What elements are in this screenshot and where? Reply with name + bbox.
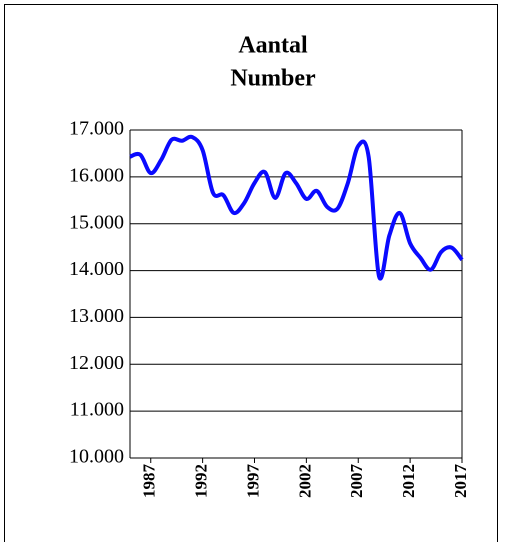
y-tick-label: 17.000 — [69, 118, 124, 140]
chart-title: Aantal — [238, 33, 308, 59]
x-tick-label: 1997 — [243, 464, 262, 499]
x-tick-label: 1992 — [192, 464, 211, 498]
chart-title: Number — [230, 66, 316, 92]
y-tick-label: 14.000 — [69, 258, 124, 280]
chart-frame — [4, 4, 498, 542]
y-tick-label: 16.000 — [69, 164, 124, 186]
y-tick-label: 12.000 — [69, 352, 124, 374]
x-tick-label: 2017 — [451, 464, 470, 499]
y-tick-label: 13.000 — [69, 305, 124, 327]
y-tick-label: 15.000 — [69, 211, 124, 233]
x-tick-label: 2012 — [399, 464, 418, 498]
y-tick-label: 10.000 — [69, 446, 124, 468]
line-series — [129, 134, 464, 281]
y-tick-label: 11.000 — [70, 399, 124, 421]
x-tick-label: 2007 — [347, 464, 366, 499]
x-tick-label: 2002 — [295, 464, 314, 498]
x-tick-label: 1987 — [140, 464, 159, 499]
